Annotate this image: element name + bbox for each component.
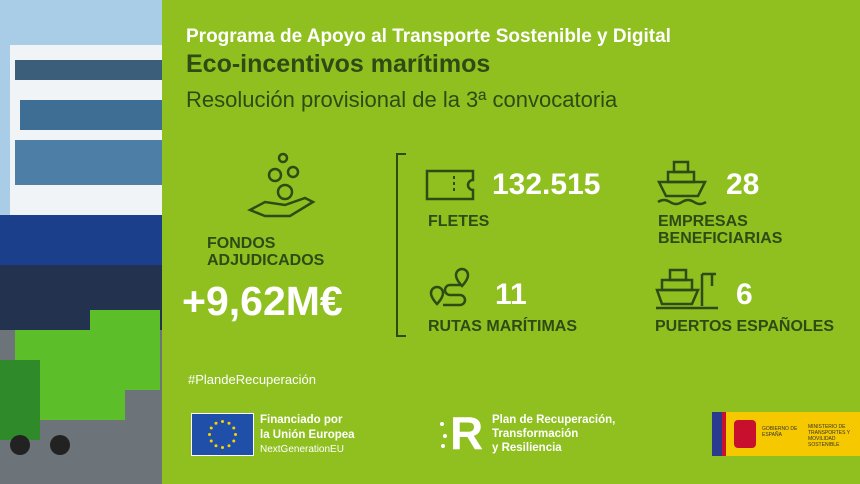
gobierno-logo: GOBIERNO DE ESPAÑA MINISTERIO DE TRANSPO… xyxy=(712,412,860,456)
funds-value: +9,62M€ xyxy=(182,278,343,324)
stat-fletes-value: 132.515 xyxy=(492,168,601,201)
eu-line3: NextGenerationEU xyxy=(260,444,344,455)
prtr-line3: y Resiliencia xyxy=(492,442,562,454)
gov-right-text: MINISTERIO DE TRANSPORTES Y MOVILIDAD SO… xyxy=(808,424,850,448)
eu-star xyxy=(234,433,237,436)
ticket-icon xyxy=(425,169,475,201)
eu-star xyxy=(232,426,236,430)
stat-rutas-value: 11 xyxy=(495,278,527,311)
funds-label-line1: FONDOS xyxy=(207,235,276,252)
eu-star xyxy=(209,439,213,443)
page-title: Eco-incentivos marítimos xyxy=(186,50,491,78)
prtr-logo: R xyxy=(440,407,490,459)
stat-fletes-label: FLETES xyxy=(428,213,490,230)
hand-coins-icon xyxy=(247,152,316,218)
eu-star xyxy=(209,426,213,430)
eu-star xyxy=(227,444,231,448)
eu-star xyxy=(232,439,236,443)
eu-star xyxy=(214,444,218,448)
stat-puertos-label: PUERTOS ESPAÑOLES xyxy=(655,318,834,335)
eu-line2: la Unión Europea xyxy=(260,429,355,441)
ferry-truck-photo xyxy=(0,0,162,484)
stat-puertos-value: 6 xyxy=(736,278,753,311)
ship-icon xyxy=(656,160,708,206)
stat-empresas-label-line1: EMPRESAS xyxy=(658,213,748,230)
hashtag: #PlandeRecuperación xyxy=(188,372,316,387)
stat-empresas-label-line2: BENEFICIARIAS xyxy=(658,230,783,247)
coat-of-arms-icon xyxy=(734,420,756,448)
divider-bracket xyxy=(396,153,406,337)
eu-flag-icon xyxy=(191,413,254,456)
prtr-line1: Plan de Recuperación, xyxy=(492,414,616,426)
prtr-line2: Transformación xyxy=(492,428,579,440)
eu-line1: Financiado por xyxy=(260,414,343,426)
stat-empresas-value: 28 xyxy=(726,168,760,201)
gov-left-text: GOBIERNO DE ESPAÑA xyxy=(762,426,798,438)
gov-flag-strip xyxy=(712,412,722,456)
eu-star xyxy=(227,421,231,425)
subtitle: Resolución provisional de la 3ª convocat… xyxy=(186,87,618,112)
eu-star xyxy=(221,420,224,423)
eu-star xyxy=(214,421,218,425)
eu-star xyxy=(221,446,224,449)
program-title: Programa de Apoyo al Transporte Sostenib… xyxy=(186,26,671,47)
funds-label-line2: ADJUDICADOS xyxy=(207,252,325,269)
stat-rutas-label: RUTAS MARÍTIMAS xyxy=(428,318,578,335)
eu-star xyxy=(208,433,211,436)
port-icon xyxy=(655,268,718,310)
route-icon xyxy=(429,267,470,307)
